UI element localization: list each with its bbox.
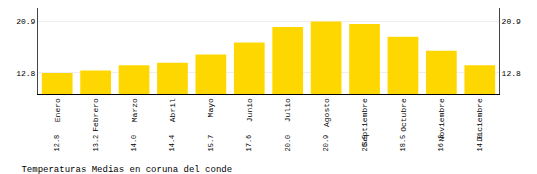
svg-text:20.9: 20.9 [502, 17, 521, 26]
svg-text:Abril: Abril [168, 98, 177, 122]
svg-text:12.8: 12.8 [16, 69, 35, 78]
svg-text:Septiembre: Septiembre [360, 98, 369, 146]
svg-text:Julio: Julio [283, 98, 292, 122]
svg-text:15.7: 15.7 [207, 135, 215, 152]
svg-text:Febrero: Febrero [91, 98, 100, 132]
svg-text:Junio: Junio [245, 98, 254, 122]
svg-text:14.0: 14.0 [130, 135, 138, 152]
svg-text:18.5: 18.5 [399, 135, 407, 152]
svg-text:Agosto: Agosto [322, 98, 331, 127]
svg-text:20.0: 20.0 [284, 135, 292, 152]
svg-text:20.9: 20.9 [16, 17, 35, 26]
svg-text:Diciembre: Diciembre [475, 98, 484, 141]
svg-text:12.8: 12.8 [53, 135, 61, 152]
svg-text:Noviembre: Noviembre [437, 98, 446, 141]
svg-text:17.6: 17.6 [245, 135, 253, 152]
svg-text:13.2: 13.2 [92, 135, 100, 152]
svg-text:Marzo: Marzo [130, 98, 139, 122]
svg-text:Octubre: Octubre [399, 98, 408, 132]
svg-text:Temperaturas Medias en coruna: Temperaturas Medias en coruna del conde [21, 165, 232, 174]
svg-text:Mayo: Mayo [206, 98, 215, 117]
svg-text:14.0: 14.0 [476, 135, 484, 152]
svg-text:Enero: Enero [53, 98, 62, 122]
svg-text:20.9: 20.9 [322, 135, 330, 152]
svg-text:12.8: 12.8 [502, 69, 521, 78]
svg-text:20.5: 20.5 [361, 135, 369, 152]
svg-text:16.3: 16.3 [437, 135, 445, 152]
svg-text:14.4: 14.4 [168, 135, 176, 152]
